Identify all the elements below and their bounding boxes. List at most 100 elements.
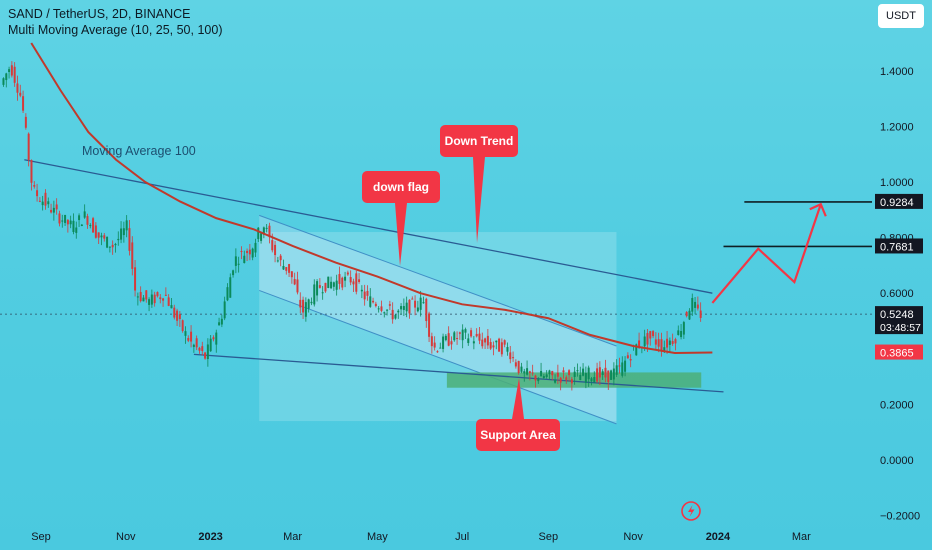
symbol-title: SAND / TetherUS, 2D, BINANCE [8, 7, 191, 21]
y-axis: 1.40001.20001.00000.80000.60000.40000.20… [880, 66, 920, 523]
candle-body [696, 304, 699, 309]
candle-body [304, 302, 307, 317]
candle-body [534, 375, 537, 381]
candle-body [512, 357, 515, 359]
candle-body [103, 235, 106, 239]
candle-body [587, 367, 590, 380]
candle-body [402, 306, 405, 310]
candle-body [573, 371, 576, 377]
candle-body [117, 238, 120, 241]
candle-body [192, 344, 195, 347]
candle-body [162, 298, 165, 301]
currency-button[interactable]: USDT [878, 4, 924, 28]
candle-body [282, 265, 285, 270]
candle-body [173, 307, 176, 318]
candle-body [237, 263, 240, 265]
candle-body [41, 201, 44, 206]
candle-body [164, 294, 167, 296]
candle-body [50, 209, 53, 213]
y-tick-label: 1.0000 [880, 177, 914, 189]
candle-body [187, 337, 190, 341]
down-trend-line [24, 159, 713, 294]
support-area-callout: Support Area [476, 378, 560, 451]
candle-body [430, 336, 433, 347]
svg-text:Down Trend: Down Trend [445, 134, 514, 148]
candle-body [626, 355, 629, 359]
candle-body [125, 220, 128, 231]
candle-body [316, 281, 319, 296]
candle-body [425, 298, 428, 322]
candle-body [92, 218, 95, 233]
candle-body [251, 248, 254, 258]
moving-average-layer [30, 42, 713, 354]
candle-body [391, 309, 394, 320]
candle-body [411, 298, 414, 300]
ma-100-label: Moving Average 100 [82, 144, 196, 158]
flag-upper-line [259, 214, 617, 347]
candle-body [38, 200, 41, 202]
candle-body [416, 307, 419, 312]
candle-body [419, 297, 422, 310]
candle-body [16, 83, 19, 93]
candle-body [61, 220, 64, 222]
candle-body [240, 251, 243, 253]
candle-body [458, 332, 461, 334]
candle-body [330, 281, 333, 289]
candle-body [13, 66, 16, 83]
candle-body [346, 272, 349, 275]
candle-body [624, 360, 627, 372]
candle-body [111, 244, 114, 248]
candle-body [461, 329, 464, 341]
candle-body [212, 337, 215, 340]
price-series-layer [2, 61, 702, 391]
candle-body [176, 310, 179, 321]
candle-body [299, 299, 302, 308]
candle-body [400, 306, 403, 310]
candle-body [257, 227, 260, 240]
candle-body [528, 371, 531, 373]
candle-body [388, 304, 391, 306]
candle-body [694, 301, 697, 308]
candle-body [78, 215, 81, 221]
candle-body [313, 284, 316, 305]
candle-body [433, 342, 436, 348]
candle-body [226, 287, 229, 301]
candle-body [635, 344, 638, 356]
down-flag-callout: down flag [362, 171, 440, 266]
svg-text:0.7681: 0.7681 [880, 241, 914, 253]
candle-body [408, 299, 411, 314]
x-tick-label: 2024 [706, 531, 731, 543]
indicator-title: Multi Moving Average (10, 25, 50, 100) [8, 23, 223, 37]
candle-body [327, 276, 330, 288]
candle-body [638, 340, 641, 348]
candle-body [548, 370, 551, 375]
candle-body [699, 310, 702, 318]
candle-body [293, 279, 296, 285]
x-axis: Sep Nov 2023 Mar May Jul Sep Nov 2024 Mar [31, 531, 811, 543]
x-tick-label: Sep [31, 531, 51, 543]
candle-body [456, 338, 459, 340]
candle-body [568, 370, 571, 376]
candle-body [30, 160, 33, 183]
candle-body [646, 333, 649, 345]
candle-body [657, 339, 660, 347]
candle-body [324, 282, 327, 292]
candle-body [262, 227, 265, 235]
candle-body [279, 255, 282, 261]
candle-body [139, 291, 142, 302]
candle-body [310, 301, 313, 304]
y-tick-label: 0.6000 [880, 288, 914, 300]
candle-body [607, 370, 610, 383]
candle-body [335, 280, 338, 290]
candle-body [397, 310, 400, 313]
y-tick-label: −0.2000 [880, 511, 920, 523]
candle-body [570, 379, 573, 384]
flash-icon[interactable] [681, 501, 701, 521]
candle-body [489, 342, 492, 349]
candle-body [302, 299, 305, 313]
candle-body [27, 133, 30, 160]
candle-body [349, 277, 352, 283]
candle-body [374, 303, 377, 307]
